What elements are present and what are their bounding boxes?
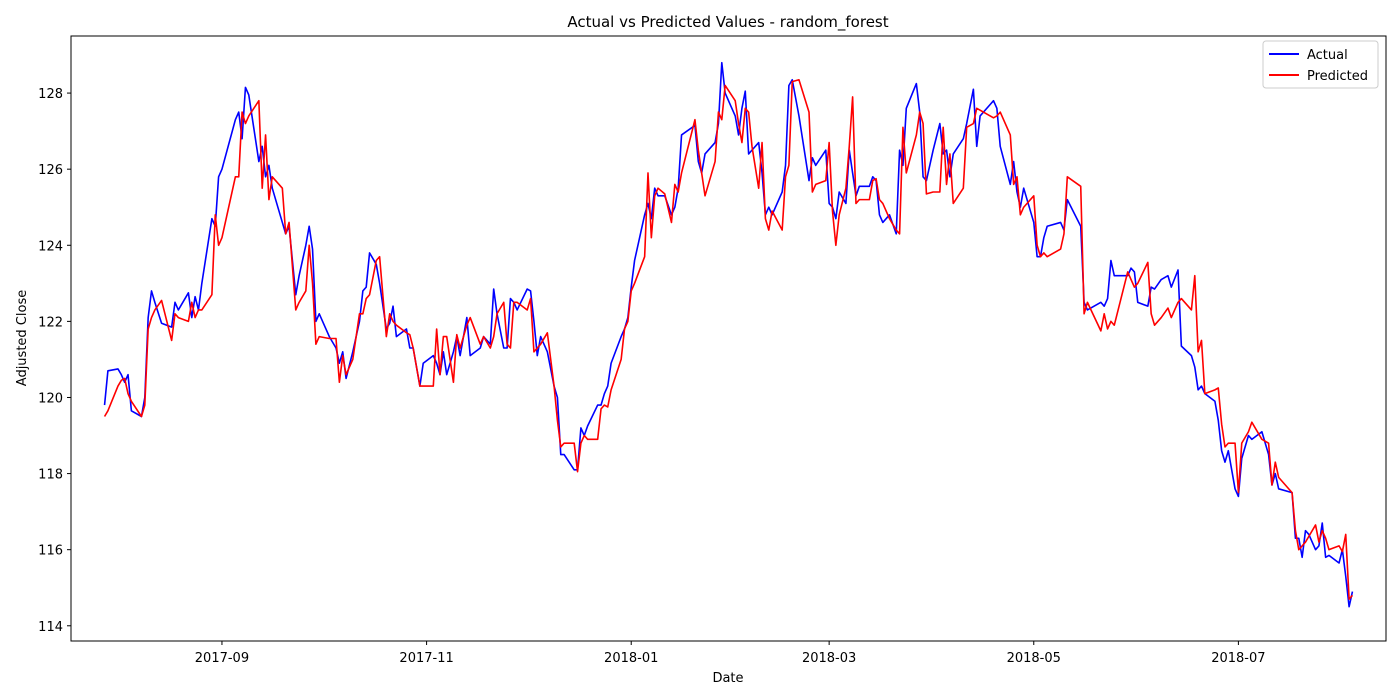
legend-frame [1262,40,1379,89]
y-tick-label: 118 [38,468,63,483]
y-tick-label: 120 [38,391,63,406]
y-axis-label: Adjusted Close [15,290,30,386]
x-tick-label: 2017-11 [399,651,453,666]
series-layer [103,61,1354,608]
y-tick-label: 116 [38,544,63,559]
legend-label-actual: Actual [1307,48,1348,63]
x-tick-label: 2018-01 [604,651,658,666]
y-tick-label: 126 [38,163,63,178]
x-tick-label: 2018-03 [802,651,856,666]
x-tick-label: 2018-07 [1211,651,1265,666]
y-tick-label: 122 [38,315,63,330]
plot-area [70,35,1387,642]
x-axis-label: Date [712,671,743,686]
x-tick-label: 2018-05 [1007,651,1061,666]
legend: Actual Predicted [1262,40,1379,89]
chart-title: Actual vs Predicted Values - random_fore… [567,13,888,32]
x-tick-label: 2017-09 [195,651,249,666]
legend-label-predicted: Predicted [1307,69,1368,84]
axes-frame [70,35,1387,642]
y-tick-label: 128 [38,87,63,102]
x-axis: 2017-09 2017-11 2018-01 2018-03 2018-05 2018-… [195,641,1266,666]
y-tick-label: 114 [38,620,63,635]
series-line-predicted [103,78,1354,600]
y-axis: 114 116 118 120 122 124 126 128 [38,87,71,635]
y-tick-label: 124 [38,239,63,254]
